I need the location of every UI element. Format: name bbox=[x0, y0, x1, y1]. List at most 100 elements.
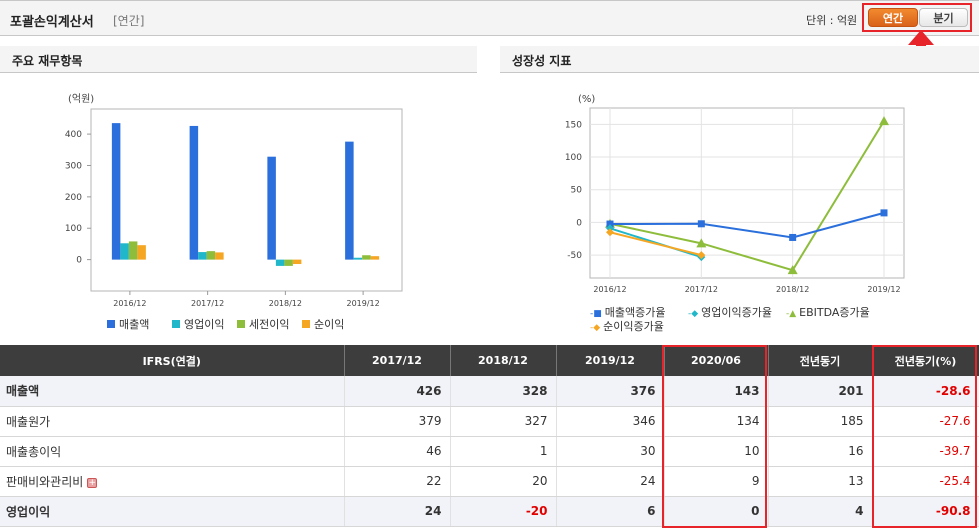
bar-legend-label: 매출액 bbox=[119, 318, 150, 331]
bar-mark bbox=[111, 123, 121, 260]
table-row: 매출액 426 328 376 143 201 -28.6 bbox=[0, 376, 979, 407]
row-label: 매출원가 bbox=[6, 414, 51, 429]
bar-mark bbox=[206, 251, 216, 260]
table-cell: -28.6 bbox=[872, 376, 979, 407]
table-cell: 143 bbox=[664, 376, 769, 407]
statement-header: 포괄손익계산서 [연간] 단위 : 억원 연간 분기 bbox=[0, 0, 979, 36]
line-series-path bbox=[609, 211, 885, 239]
legend-swatch-icon bbox=[107, 320, 115, 328]
bar-mark bbox=[215, 252, 224, 260]
bar-y-axis-label: (억원) bbox=[68, 93, 94, 105]
bar-legend-item: 세전이익 bbox=[237, 316, 289, 332]
bar-y-tick-label: 400 bbox=[65, 130, 82, 140]
table-cell: 185 bbox=[768, 406, 873, 437]
line-y-tick-label: 100 bbox=[565, 153, 582, 163]
table-cell: 134 bbox=[664, 406, 769, 437]
line-point bbox=[880, 209, 888, 217]
line-x-tick-label: 2017/12 bbox=[685, 285, 718, 294]
table-cell: 24 bbox=[344, 496, 451, 527]
financial-items-bar-chart: (억원) 0 100 200 300 400 2016/12 2017/12 2018/12 20… bbox=[65, 93, 403, 308]
line-series-path bbox=[609, 231, 702, 257]
quarter-toggle-button[interactable]: 분기 bbox=[919, 8, 968, 27]
table-header-row: IFRS(연결) 2017/12 2018/12 2019/12 2020/06… bbox=[0, 345, 979, 376]
line-point bbox=[606, 220, 614, 228]
line-chart-legend: -■ 매출액증가율 -◆ 영업이익증가율 -▲ EBITDA증가율 -◆ 순이익증가율 bbox=[500, 302, 979, 336]
legend-swatch-icon bbox=[302, 320, 310, 328]
table-cell: 30 bbox=[556, 436, 665, 467]
line-legend-item: -◆ 영업이익증가율 bbox=[688, 304, 772, 320]
line-point bbox=[696, 238, 707, 248]
line-y-tick-label: 0 bbox=[576, 218, 582, 228]
line-plot-area bbox=[589, 107, 905, 279]
row-label-cell: 매출총이익 bbox=[0, 436, 345, 467]
line-legend-label: EBITDA증가율 bbox=[799, 306, 870, 319]
unit-label: 단위 : 억원 bbox=[806, 14, 858, 27]
statement-subtitle: [연간] bbox=[113, 14, 145, 28]
line-x-tick-label: 2016/12 bbox=[593, 285, 626, 294]
table-cell: 4 bbox=[768, 496, 873, 527]
growth-panel-header: 성장성 지표 bbox=[500, 46, 979, 73]
table-row: 매출원가 379 327 346 134 185 -27.6 bbox=[0, 406, 979, 437]
bar-chart-legend: 매출액 영업이익 세전이익 순이익 bbox=[0, 316, 477, 336]
row-label-cell: 매출원가 bbox=[0, 406, 345, 437]
table-cell: 46 bbox=[344, 436, 451, 467]
col-header-ifrs: IFRS(연결) bbox=[0, 345, 345, 376]
bar-legend-item: 매출액 bbox=[107, 316, 149, 332]
bar-legend-label: 세전이익 bbox=[249, 318, 290, 331]
financial-items-title: 주요 재무항목 bbox=[12, 54, 83, 68]
legend-marker-icon: -■ bbox=[590, 309, 602, 319]
legend-marker-icon: -◆ bbox=[590, 323, 601, 333]
table-row: 매출총이익 46 1 30 10 16 -39.7 bbox=[0, 436, 979, 467]
bar-y-tick-label: 200 bbox=[65, 193, 82, 203]
table-cell: 376 bbox=[556, 376, 665, 407]
col-header-2017: 2017/12 bbox=[344, 345, 451, 376]
bar-mark bbox=[370, 256, 380, 260]
row-label: 매출총이익 bbox=[6, 444, 62, 459]
bar-x-tick-label: 2019/12 bbox=[347, 299, 380, 308]
bar-mark bbox=[275, 259, 285, 266]
table-cell: 0 bbox=[664, 496, 769, 527]
table-cell: -25.4 bbox=[872, 466, 979, 497]
legend-swatch-icon bbox=[172, 320, 180, 328]
table-cell: 24 bbox=[556, 466, 665, 497]
expand-plus-icon[interactable]: + bbox=[87, 477, 98, 488]
row-label: 영업이익 bbox=[6, 504, 51, 519]
table-cell: 10 bbox=[664, 436, 769, 467]
table-cell: 426 bbox=[344, 376, 451, 407]
table-cell: 9 bbox=[664, 466, 769, 497]
line-y-tick-label: 150 bbox=[565, 120, 582, 130]
financial-table: IFRS(연결) 2017/12 2018/12 2019/12 2020/06… bbox=[0, 345, 979, 527]
line-point bbox=[787, 265, 798, 275]
table-cell: -20 bbox=[450, 496, 557, 527]
bar-legend-label: 영업이익 bbox=[184, 318, 225, 331]
row-label-cell: 매출액 bbox=[0, 376, 345, 407]
line-point bbox=[697, 220, 705, 228]
bar-mark bbox=[292, 259, 302, 265]
bar-legend-item: 순이익 bbox=[302, 316, 344, 332]
legend-swatch-icon bbox=[237, 320, 245, 328]
table-cell: 20 bbox=[450, 466, 557, 497]
growth-title: 성장성 지표 bbox=[512, 54, 572, 68]
col-header-2019: 2019/12 bbox=[556, 345, 665, 376]
row-label-cell: 영업이익 bbox=[0, 496, 345, 527]
line-legend-label: 영업이익증가율 bbox=[701, 306, 773, 319]
annual-toggle-button[interactable]: 연간 bbox=[868, 8, 918, 27]
table-cell: -27.6 bbox=[872, 406, 979, 437]
line-series-path bbox=[609, 120, 885, 272]
bar-mark bbox=[128, 241, 138, 260]
table-cell: 201 bbox=[768, 376, 873, 407]
line-x-tick-label: 2019/12 bbox=[867, 285, 900, 294]
table-row: 판매비와관리비 +22 20 24 9 13 -25.4 bbox=[0, 466, 979, 497]
bar-legend-label: 순이익 bbox=[314, 318, 345, 331]
row-label-cell: 판매비와관리비 + bbox=[0, 466, 345, 497]
bar-legend-item: 영업이익 bbox=[172, 316, 224, 332]
legend-marker-icon: -◆ bbox=[688, 309, 699, 319]
col-header-2020-06: 2020/06 bbox=[664, 345, 769, 376]
table-cell: 16 bbox=[768, 436, 873, 467]
table-cell: -39.7 bbox=[872, 436, 979, 467]
line-x-tick-label: 2018/12 bbox=[776, 285, 809, 294]
row-label: 매출액 bbox=[6, 384, 40, 399]
table-cell: 328 bbox=[450, 376, 557, 407]
line-point bbox=[697, 251, 706, 260]
line-legend-item: -▲ EBITDA증가율 bbox=[786, 304, 870, 320]
